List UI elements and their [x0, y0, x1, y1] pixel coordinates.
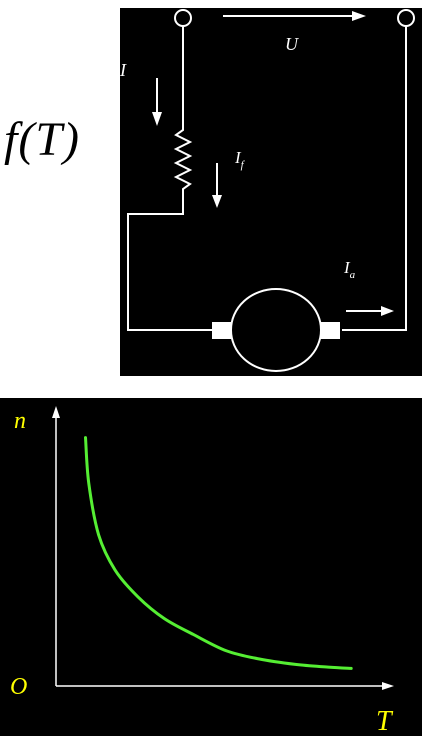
voltage-label: U	[285, 34, 299, 54]
armature-return-wire	[342, 26, 407, 331]
voltage-arrow-head	[352, 11, 366, 21]
armature-current-arrow-head	[381, 306, 394, 316]
armature-icon	[230, 288, 322, 372]
armature-brush-left	[212, 322, 232, 339]
right-terminal	[397, 9, 415, 27]
left-terminal	[174, 9, 192, 27]
field-current-arrow-head	[212, 195, 222, 208]
y-axis-label: n	[14, 408, 26, 434]
field-current-label: If	[234, 148, 246, 171]
origin-label: O	[10, 674, 27, 700]
speed-torque-chart: n O T	[0, 398, 422, 736]
motor-circuit-diagram: U I If Ia	[119, 8, 422, 376]
circuit-svg: U I If Ia	[119, 9, 415, 372]
torque-function-formula: f(T)	[4, 113, 80, 166]
armature-brush-right	[320, 322, 340, 339]
x-axis-arrow	[382, 682, 394, 690]
speed-torque-curve	[84, 436, 353, 670]
y-axis-arrow	[52, 406, 60, 418]
current-arrow-head	[152, 112, 162, 126]
current-label: I	[119, 60, 127, 80]
x-axis-label: T	[376, 706, 394, 736]
chart-svg: n O T	[10, 406, 394, 736]
field-winding-wire	[127, 26, 212, 331]
armature-current-label: Ia	[343, 258, 356, 281]
